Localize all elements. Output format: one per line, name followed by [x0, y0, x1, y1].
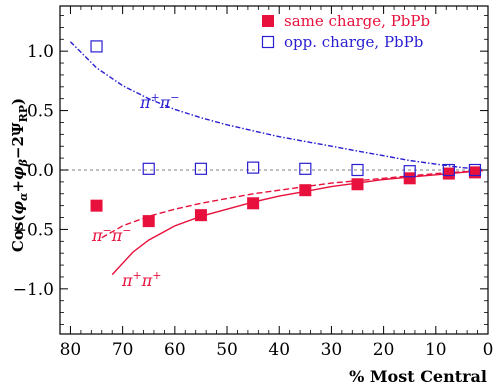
legend-marker-same-charge: [262, 15, 274, 27]
point-opp-charge: [142, 162, 155, 175]
axis-ticks: 80 70 60 50 40 30 20 10 0 1.0 0.5 0.0 −0.5 −1.0: [13, 6, 494, 360]
curve-1: [101, 169, 483, 239]
point-same-charge: [351, 178, 364, 191]
x-tick-label: 70: [112, 340, 134, 360]
y-tick-label: 1.0: [27, 42, 54, 62]
x-tick-label: 60: [164, 340, 186, 360]
x-tick-label: 10: [425, 340, 447, 360]
y-tick-label: 0.5: [27, 102, 54, 122]
point-opp-charge: [194, 162, 208, 175]
x-tick-label: 80: [60, 340, 82, 360]
x-tick-label: 40: [268, 340, 290, 360]
annotation-pi-minus-pi-minus: π−π−: [91, 224, 131, 245]
x-tick-label: 30: [321, 340, 343, 360]
point-same-charge: [194, 209, 207, 222]
point-opp-charge: [403, 165, 416, 178]
point-opp-charge: [442, 163, 455, 177]
point-same-charge: [442, 167, 455, 180]
point-opp-charge: [351, 163, 364, 177]
point-opp-charge: [299, 162, 312, 175]
x-tick-label: 20: [373, 340, 395, 360]
curve-2: [111, 169, 483, 276]
legend-marker-opp-charge: [261, 35, 275, 49]
y-axis-title: Cos(φα+φβ−2ΨRP): [9, 98, 30, 252]
point-opp-charge: [468, 163, 482, 177]
data-points: [90, 40, 482, 228]
point-opp-charge: [247, 161, 260, 174]
annotation-pi-plus-pi-minus: π+π−: [139, 91, 179, 112]
legend-label-opp-charge: opp. charge, PbPb: [284, 33, 423, 51]
point-same-charge: [403, 172, 416, 185]
legend-label-same-charge: same charge, PbPb: [284, 12, 430, 30]
point-same-charge: [468, 166, 481, 179]
legend: same charge, PbPb opp. charge, PbPb: [261, 12, 430, 51]
curve-0: [69, 41, 483, 171]
x-tick-label: 0: [483, 340, 494, 360]
annotation-pi-plus-pi-plus: π+π+: [121, 269, 161, 290]
point-same-charge: [142, 215, 155, 228]
model-curves: [69, 41, 483, 276]
y-tick-label: 0.0: [27, 161, 54, 181]
point-same-charge: [247, 197, 260, 210]
point-opp-charge: [90, 40, 103, 53]
x-axis-title: % Most Central: [349, 367, 487, 386]
point-same-charge: [90, 199, 103, 212]
y-tick-label: −1.0: [13, 280, 54, 300]
point-same-charge: [299, 184, 312, 197]
x-tick-label: 50: [216, 340, 238, 360]
y-tick-label: −0.5: [13, 220, 54, 240]
